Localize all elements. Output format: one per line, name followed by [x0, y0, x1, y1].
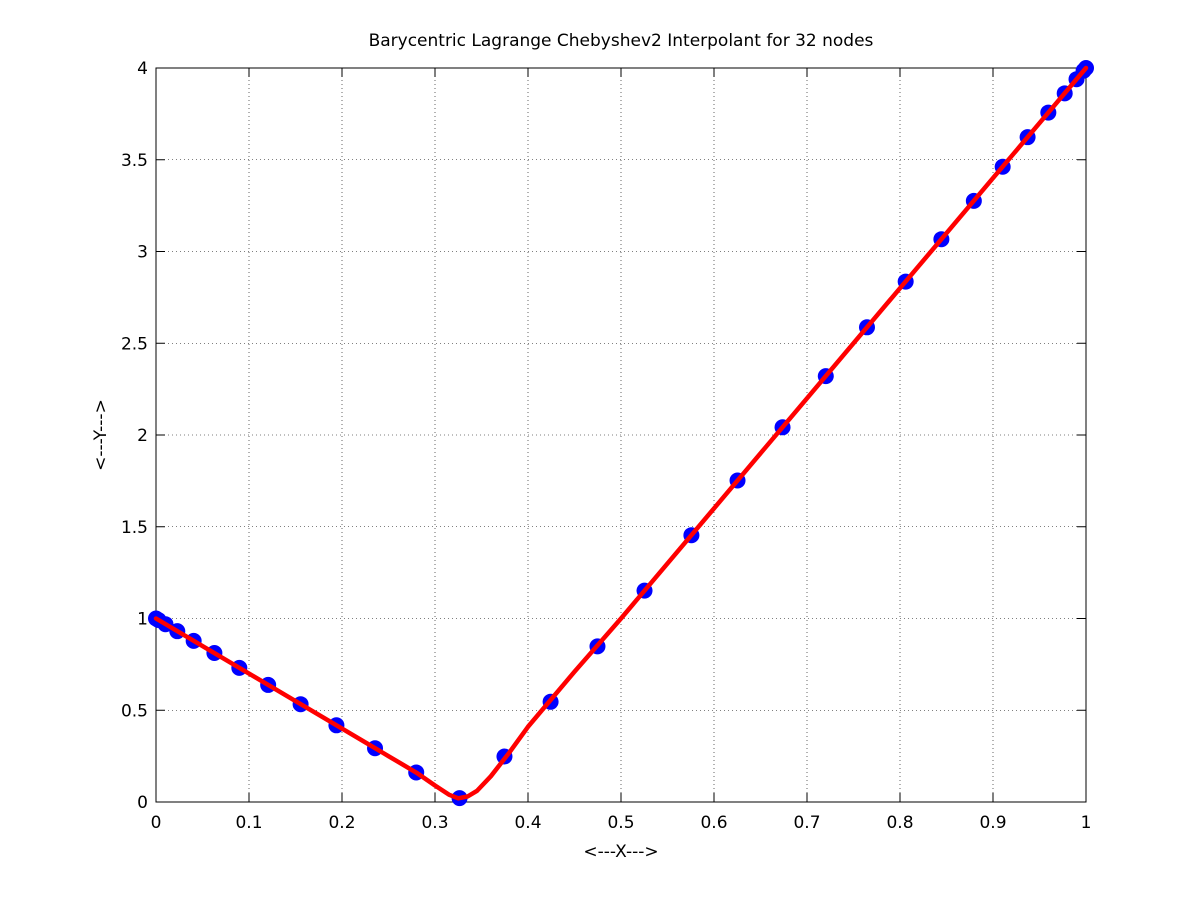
- x-tick-label: 0.8: [886, 813, 913, 833]
- x-tick-label: 0.5: [607, 813, 634, 833]
- y-tick-label: 1.5: [121, 518, 148, 538]
- chart-title: Barycentric Lagrange Chebyshev2 Interpol…: [369, 31, 874, 51]
- y-tick-label: 2: [137, 426, 148, 446]
- x-tick-label: 0.1: [235, 813, 262, 833]
- y-axis-label: <---Y--->: [91, 399, 111, 471]
- x-axis-label: <---X--->: [583, 842, 658, 862]
- x-tick-label: 0.9: [979, 813, 1006, 833]
- x-tick-label: 0: [151, 813, 162, 833]
- y-tick-label: 4: [137, 59, 148, 79]
- y-tick-label: 2.5: [121, 334, 148, 354]
- y-tick-label: 1: [137, 610, 148, 630]
- y-tick-label: 0.5: [121, 701, 148, 721]
- x-tick-label: 1: [1081, 813, 1092, 833]
- y-tick-label: 3.5: [121, 151, 148, 171]
- y-tick-label: 0: [137, 793, 148, 813]
- y-tick-label: 3: [137, 243, 148, 263]
- x-tick-label: 0.6: [700, 813, 727, 833]
- x-tick-label: 0.4: [514, 813, 541, 833]
- x-tick-label: 0.3: [421, 813, 448, 833]
- interpolant-line: [153, 65, 1089, 801]
- x-tick-label: 0.2: [328, 813, 355, 833]
- x-tick-label: 0.7: [793, 813, 820, 833]
